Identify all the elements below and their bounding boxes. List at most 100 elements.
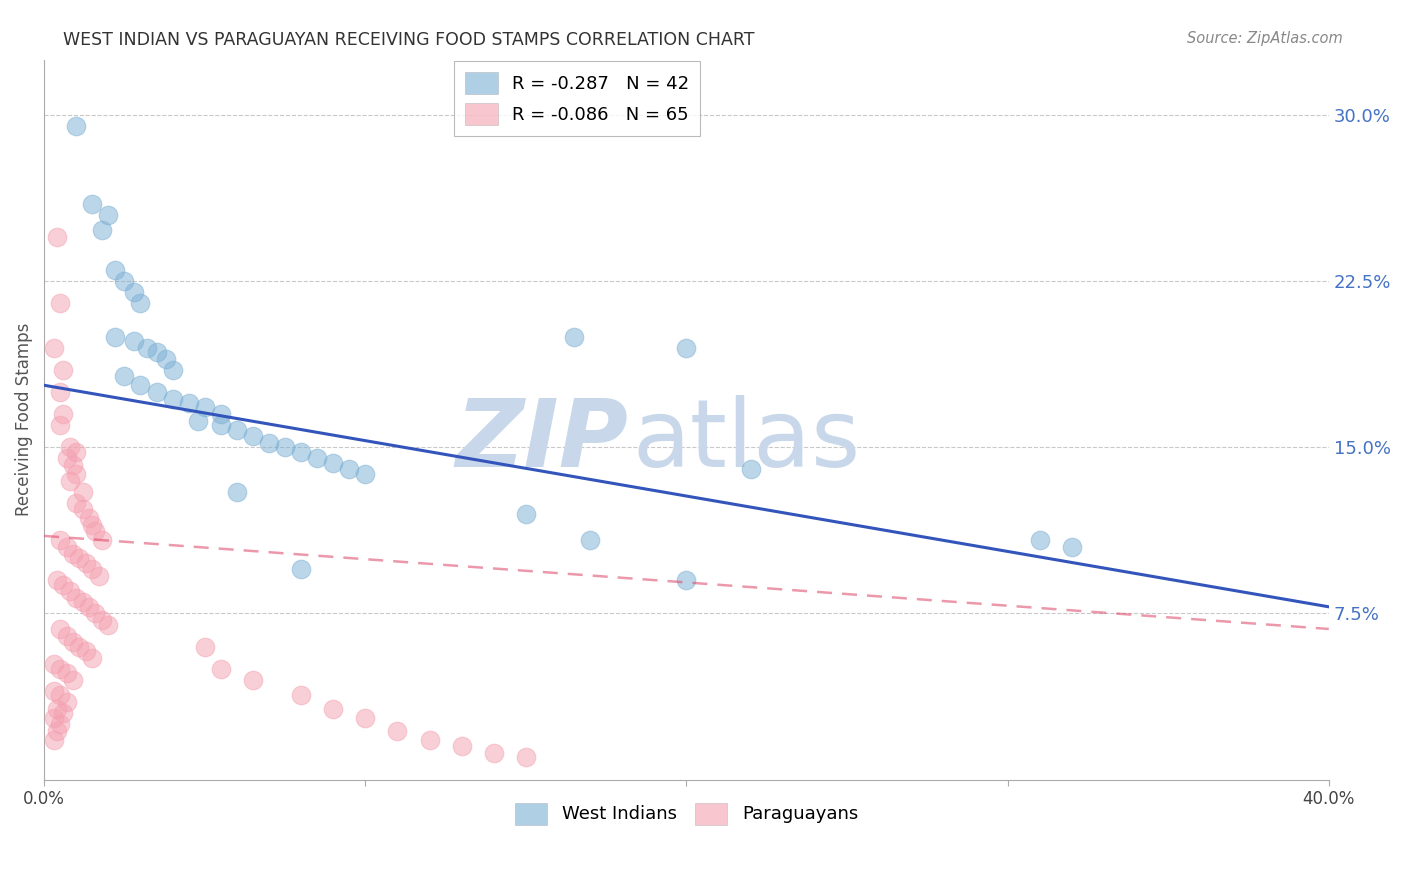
Point — [194, 401, 217, 415]
Point — [194, 640, 217, 654]
Point — [69, 551, 91, 566]
Point — [579, 533, 602, 548]
Point — [62, 673, 84, 687]
Point — [84, 524, 107, 539]
Point — [59, 474, 82, 488]
Point — [187, 414, 209, 428]
Point — [274, 440, 297, 454]
Point — [69, 640, 91, 654]
Point — [77, 599, 100, 614]
Point — [52, 706, 75, 720]
Point — [290, 444, 312, 458]
Point — [675, 341, 697, 355]
Point — [209, 662, 232, 676]
Point — [145, 384, 167, 399]
Point — [82, 650, 104, 665]
Point — [155, 351, 177, 366]
Point — [82, 562, 104, 576]
Point — [1028, 533, 1050, 548]
Point — [337, 462, 360, 476]
Text: ZIP: ZIP — [456, 395, 628, 487]
Point — [1060, 540, 1083, 554]
Point — [46, 573, 69, 587]
Point — [46, 702, 69, 716]
Point — [82, 196, 104, 211]
Point — [162, 363, 184, 377]
Point — [55, 666, 77, 681]
Point — [354, 710, 377, 724]
Point — [740, 462, 762, 476]
Point — [177, 396, 200, 410]
Point — [49, 717, 72, 731]
Point — [65, 119, 87, 133]
Point — [290, 562, 312, 576]
Point — [65, 496, 87, 510]
Point — [42, 657, 65, 672]
Point — [62, 458, 84, 472]
Point — [52, 577, 75, 591]
Point — [90, 613, 112, 627]
Point — [55, 540, 77, 554]
Point — [42, 341, 65, 355]
Point — [418, 732, 440, 747]
Text: Source: ZipAtlas.com: Source: ZipAtlas.com — [1187, 31, 1343, 46]
Point — [290, 689, 312, 703]
Point — [49, 384, 72, 399]
Point — [55, 629, 77, 643]
Point — [112, 369, 135, 384]
Point — [52, 363, 75, 377]
Point — [322, 702, 344, 716]
Point — [52, 407, 75, 421]
Point — [209, 418, 232, 433]
Point — [562, 329, 585, 343]
Point — [225, 484, 247, 499]
Point — [322, 456, 344, 470]
Point — [482, 746, 505, 760]
Point — [87, 569, 110, 583]
Point — [84, 607, 107, 621]
Point — [49, 418, 72, 433]
Point — [450, 739, 472, 754]
Point — [122, 334, 145, 348]
Point — [62, 547, 84, 561]
Point — [90, 533, 112, 548]
Point — [97, 208, 120, 222]
Point — [65, 467, 87, 481]
Point — [46, 723, 69, 738]
Point — [675, 573, 697, 587]
Point — [46, 230, 69, 244]
Point — [42, 732, 65, 747]
Point — [225, 423, 247, 437]
Y-axis label: Receiving Food Stamps: Receiving Food Stamps — [15, 323, 32, 516]
Point — [97, 617, 120, 632]
Point — [122, 285, 145, 300]
Point — [62, 635, 84, 649]
Point — [515, 750, 537, 764]
Point — [77, 511, 100, 525]
Point — [129, 296, 152, 310]
Point — [65, 444, 87, 458]
Text: WEST INDIAN VS PARAGUAYAN RECEIVING FOOD STAMPS CORRELATION CHART: WEST INDIAN VS PARAGUAYAN RECEIVING FOOD… — [63, 31, 755, 49]
Point — [49, 689, 72, 703]
Point — [55, 695, 77, 709]
Point — [72, 484, 94, 499]
Point — [257, 435, 280, 450]
Point — [55, 451, 77, 466]
Text: atlas: atlas — [633, 395, 860, 487]
Point — [82, 517, 104, 532]
Point — [72, 502, 94, 516]
Point — [42, 684, 65, 698]
Point — [49, 662, 72, 676]
Point — [354, 467, 377, 481]
Point — [59, 584, 82, 599]
Point — [42, 710, 65, 724]
Point — [75, 556, 97, 570]
Point — [49, 533, 72, 548]
Point — [209, 407, 232, 421]
Point — [104, 329, 127, 343]
Point — [135, 341, 157, 355]
Point — [129, 378, 152, 392]
Point — [65, 591, 87, 605]
Point — [75, 644, 97, 658]
Point — [112, 274, 135, 288]
